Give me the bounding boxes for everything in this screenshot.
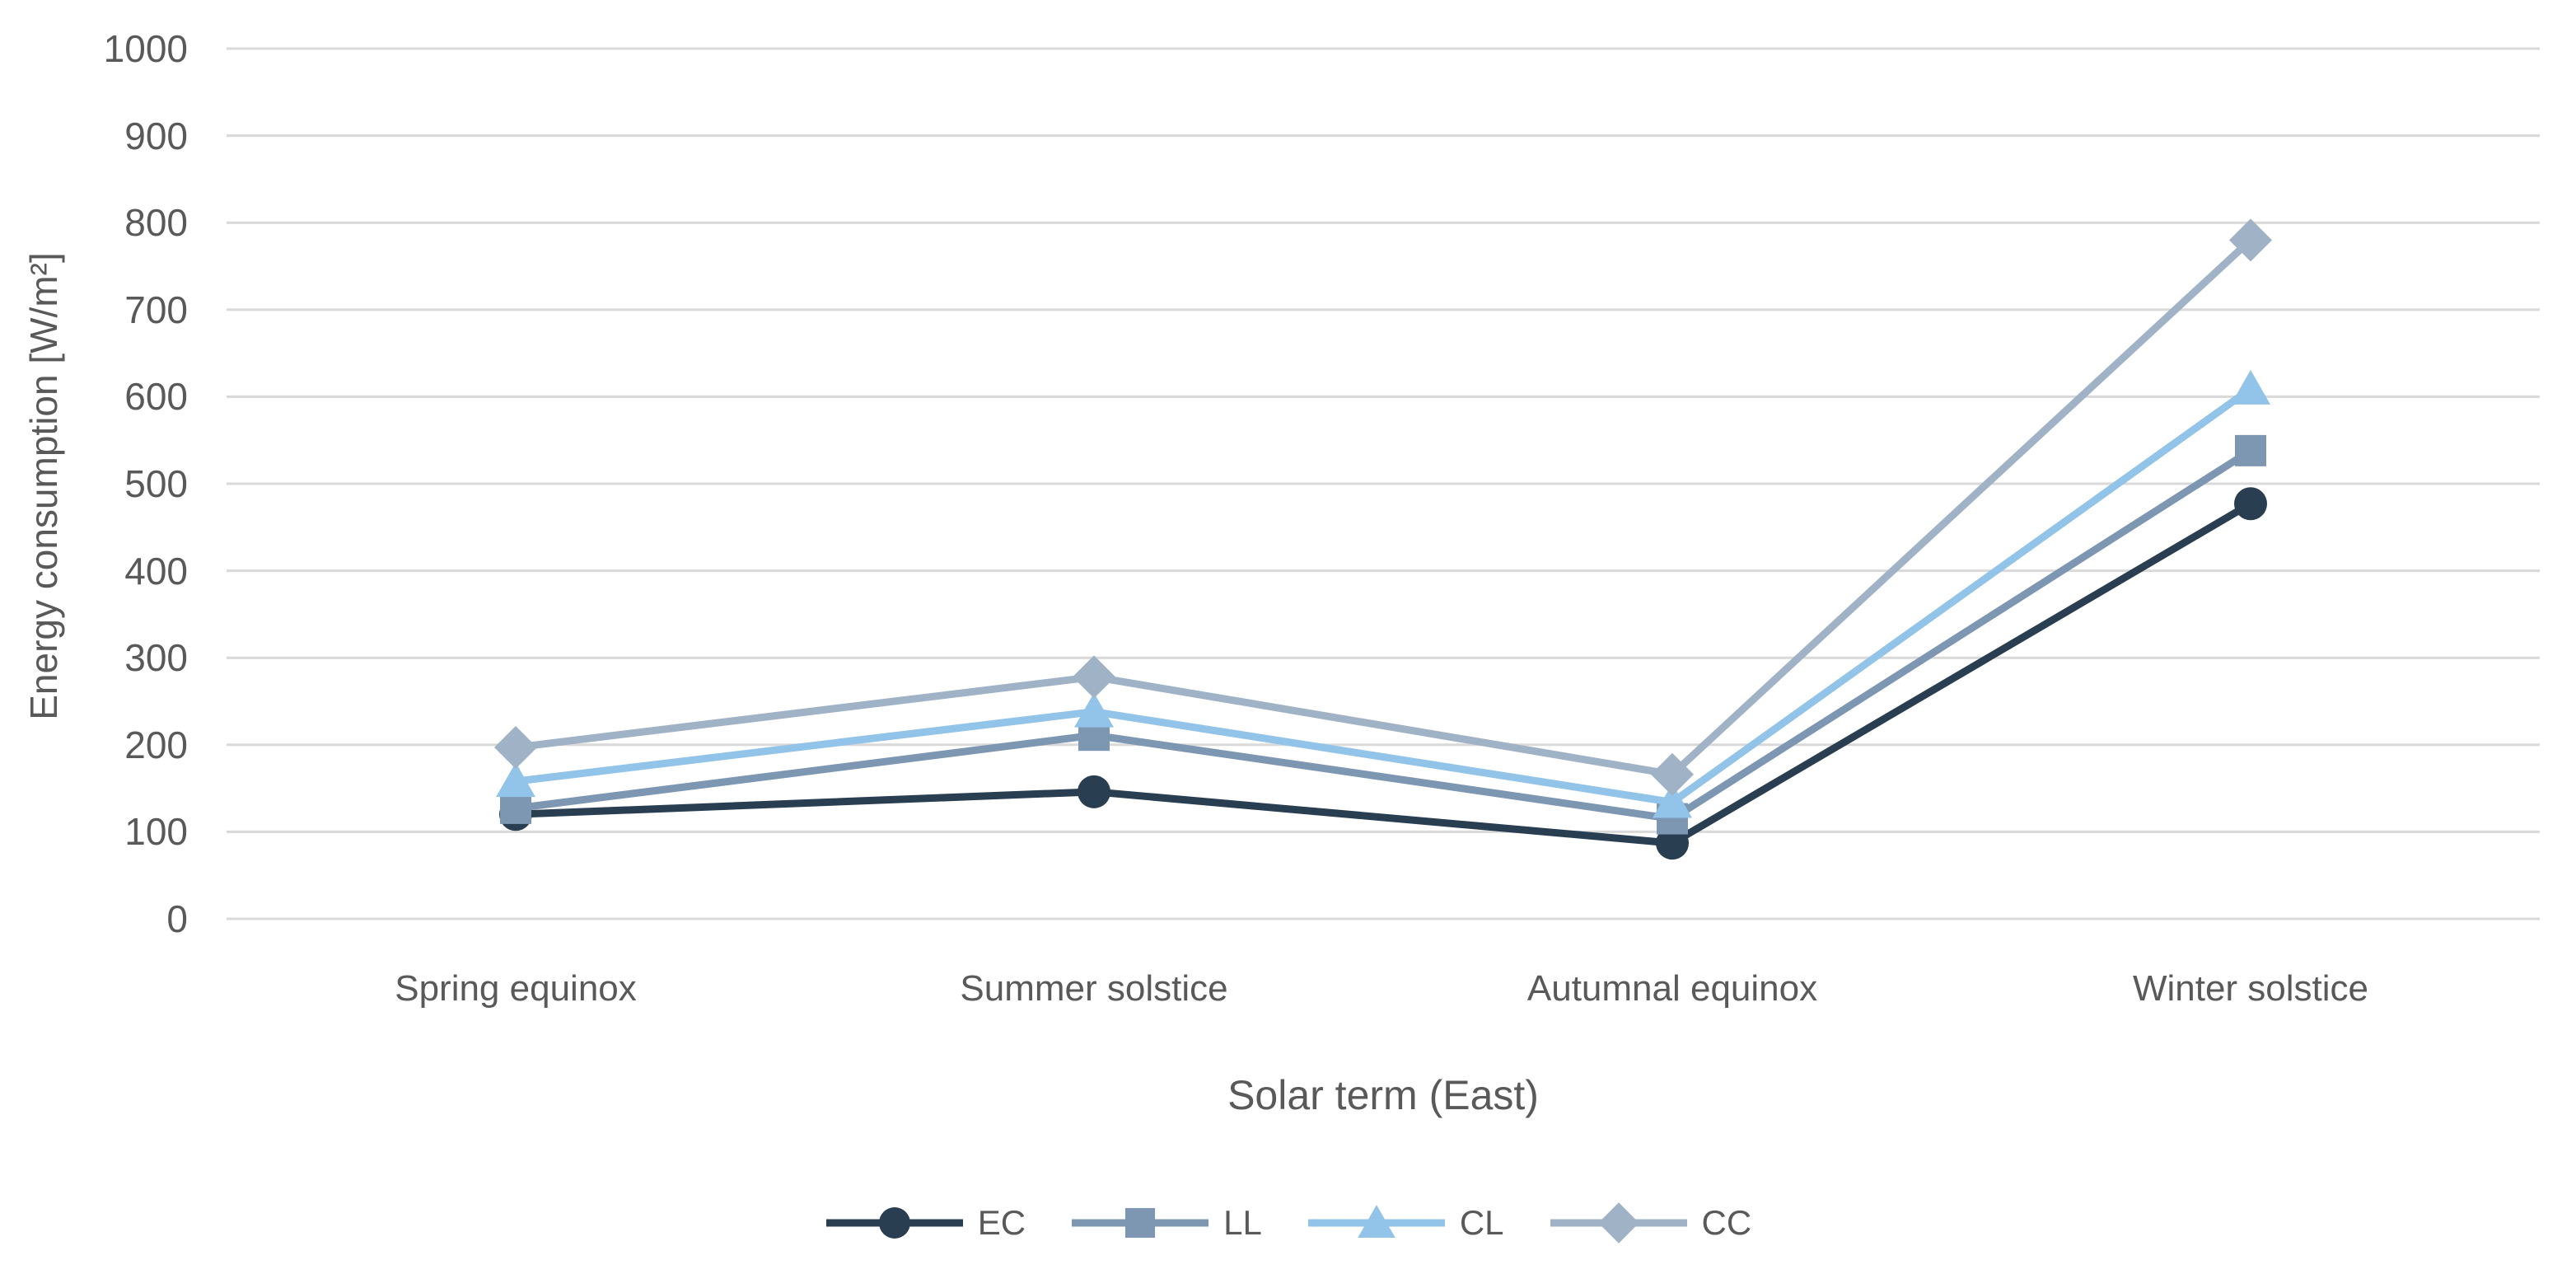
series-line-CC	[512, 236, 2255, 779]
diamond-marker	[1073, 655, 1115, 699]
diamond-marker	[1651, 752, 1694, 796]
y-tick-label-300: 300	[124, 636, 188, 680]
legend-item-CC: CC	[1549, 1197, 1752, 1249]
y-tick-label-100: 100	[124, 810, 188, 854]
legend-item-CL: CL	[1307, 1197, 1504, 1249]
series-line-LL	[512, 447, 2255, 823]
circle-marker	[878, 1207, 910, 1239]
legend-key-CC	[1550, 1202, 1687, 1244]
series-line-EC	[512, 499, 2255, 847]
chart-legend: EC LL CL CC	[0, 1197, 2576, 1249]
legend-label-LL: LL	[1223, 1203, 1262, 1242]
triangle-marker	[1074, 692, 1114, 728]
y-tick-label-600: 600	[124, 375, 188, 419]
x-category-label: Autumnal equinox	[1526, 968, 1818, 1009]
triangle-marker	[1358, 1205, 1396, 1239]
y-tick-label-700: 700	[124, 288, 188, 331]
y-tick-label-1000: 1000	[103, 27, 188, 70]
circle-marker	[1656, 827, 1689, 860]
triangle-marker	[496, 762, 535, 798]
diamond-marker	[494, 725, 537, 769]
x-category-label: Winter solstice	[2132, 968, 2369, 1009]
legend-key-EC	[825, 1207, 963, 1239]
y-tick-label-900: 900	[124, 114, 188, 157]
circle-marker	[2234, 487, 2267, 521]
legend-key-CL	[1307, 1205, 1445, 1239]
diamond-marker	[2229, 218, 2272, 262]
triangle-marker	[1653, 783, 1692, 818]
legend-item-LL: LL	[1070, 1197, 1262, 1249]
square-marker	[2235, 434, 2266, 466]
square-marker	[1125, 1207, 1156, 1239]
x-category-label: Spring equinox	[395, 968, 637, 1009]
diamond-marker	[1597, 1202, 1639, 1244]
y-tick-label-0: 0	[166, 897, 188, 940]
square-marker	[500, 792, 531, 824]
y-tick-label-800: 800	[124, 201, 188, 245]
x-axis-title: Solar term (East)	[1227, 1072, 1539, 1118]
circle-marker	[1078, 775, 1110, 808]
x-category-label: Summer solstice	[960, 968, 1228, 1009]
legend-label-CL: CL	[1459, 1203, 1504, 1242]
legend-label-EC: EC	[977, 1203, 1026, 1242]
legend-label-CC: CC	[1701, 1203, 1752, 1242]
y-tick-label-400: 400	[124, 549, 188, 593]
series-line-CL	[512, 385, 2255, 806]
legend-item-EC: EC	[825, 1197, 1026, 1249]
legend-key-LL	[1072, 1207, 1209, 1239]
triangle-marker	[2231, 369, 2270, 405]
y-tick-label-200: 200	[124, 723, 188, 766]
y-tick-label-500: 500	[124, 462, 188, 505]
